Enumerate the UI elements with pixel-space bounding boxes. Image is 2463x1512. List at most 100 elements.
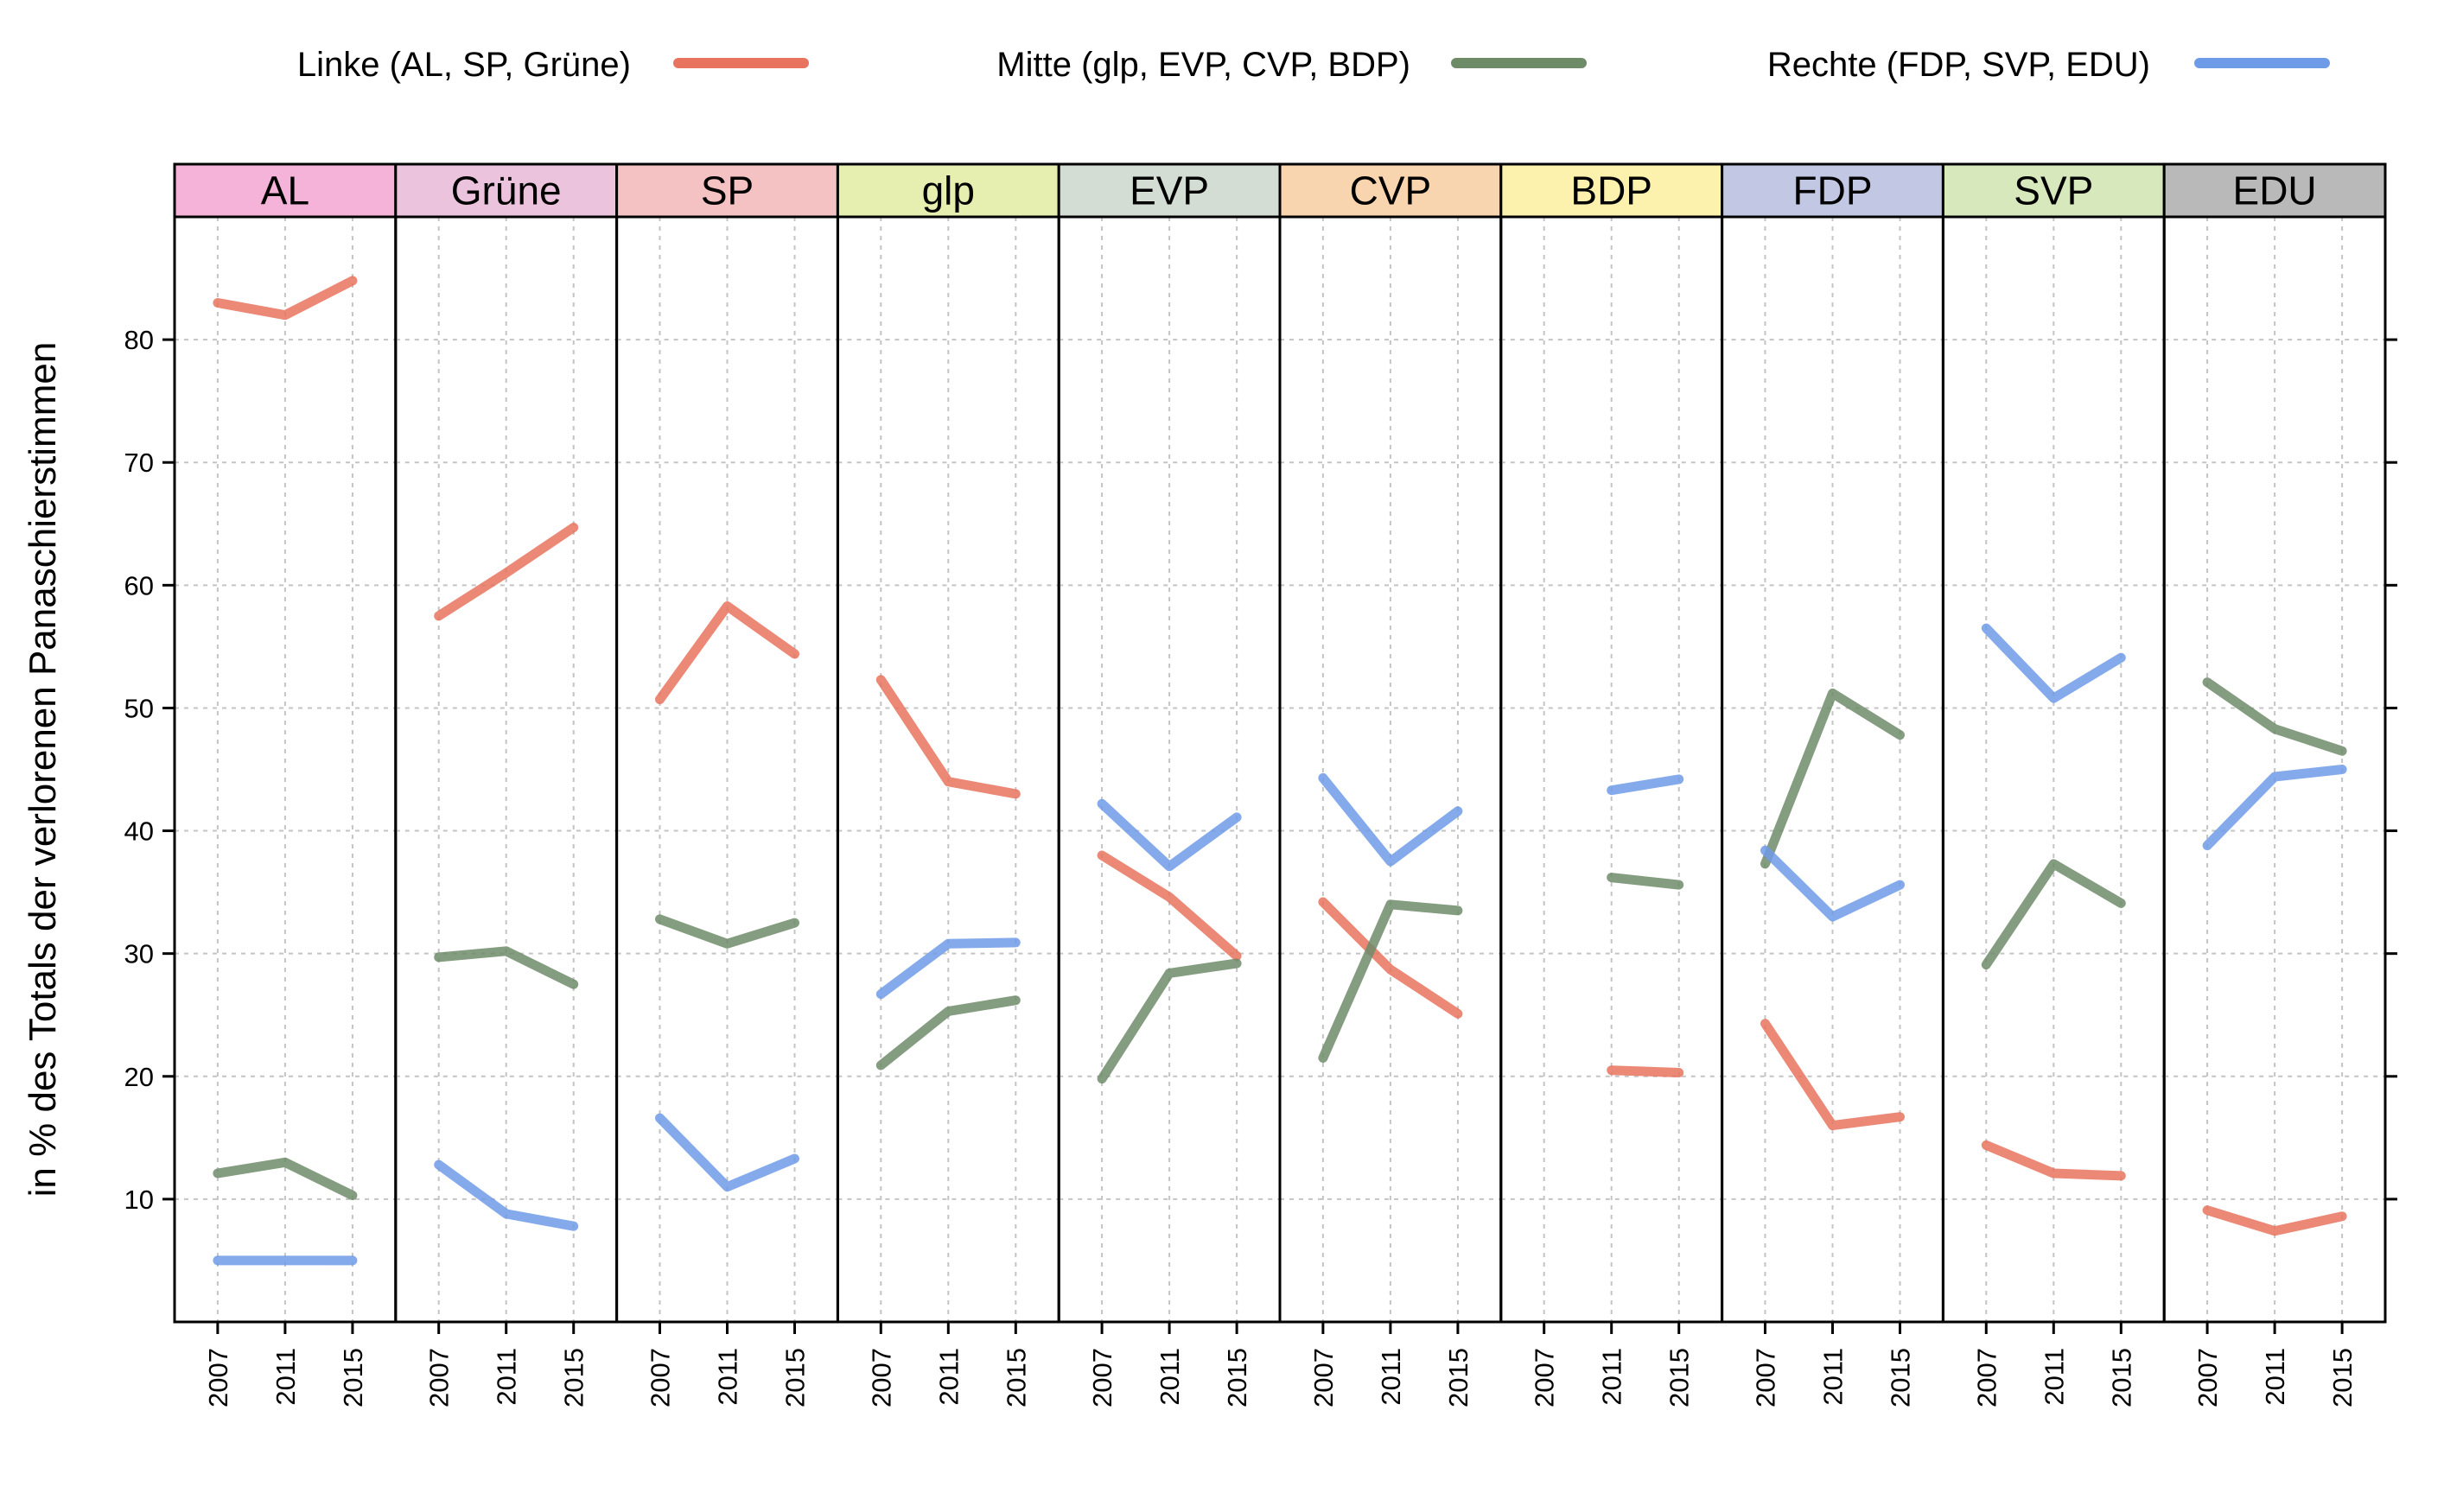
y-axis-left: 10 20 30 40 50 60 70 80 [124,325,175,1215]
x-tick-label: 2015 [338,1348,368,1407]
panel-glp: glp 2007 2011 2015 [836,162,1060,1407]
panel-strip-label: FDP [1793,168,1873,213]
x-tick-label: 2015 [559,1348,589,1407]
panel-svp: SVP 2007 2011 2015 [1941,162,2166,1407]
x-tick-label: 2007 [1750,1348,1780,1407]
panel-strip-label: EVP [1130,168,1209,213]
y-tick-label: 60 [124,570,154,600]
panel-strip [1941,162,2166,219]
panel-strip-label: EDU [2233,168,2317,213]
x-tick-label: 2011 [713,1348,743,1406]
series-line-rechte [1097,798,1242,872]
panel-strip-label: Grüne [451,168,562,213]
y-tick-label: 20 [124,1062,154,1092]
series-line-rechte [1318,772,1463,867]
x-tick-label: 2015 [1664,1348,1695,1407]
x-tick-label: 2007 [1087,1348,1117,1407]
legend-label-mitte: Mitte (glp, EVP, CVP, BDP) [996,46,1410,84]
y-axis-right [2385,338,2397,1201]
series-line-mitte [213,1157,358,1201]
x-tick-label: 2007 [645,1348,675,1407]
panel-cvp: CVP 2007 2011 2015 [1278,162,1503,1407]
y-tick-label: 40 [124,816,154,847]
x-tick-label: 2007 [203,1348,233,1407]
legend-label-linke: Linke (AL, SP, Grüne) [297,46,631,84]
series-line-mitte [2202,677,2347,756]
x-tick-label: 2007 [424,1348,455,1407]
series-line-linke [1760,1019,1905,1131]
series-line-mitte [1981,859,2126,969]
x-tick-label: 2015 [1443,1348,1473,1407]
y-tick-label: 50 [124,693,154,723]
y-tick-label: 30 [124,939,154,969]
series-line-rechte [655,1113,799,1192]
panels: AL 2007 2011 2015 Grüne 2007 2011 2015 SP 2007 201… [173,162,2387,1407]
legend: Linke (AL, SP, Grüne) Mitte (glp, EVP, CV… [297,46,2330,84]
series-line-linke [1318,897,1463,1019]
series-line-rechte [875,937,1021,1000]
x-tick-label: 2015 [780,1348,811,1407]
x-tick-label: 2007 [866,1348,896,1407]
x-tick-label: 2015 [1001,1348,1031,1407]
panel-strip [394,162,619,219]
x-tick-label: 2007 [2193,1348,2223,1407]
x-tick-label: 2011 [270,1348,301,1406]
series-line-rechte [1760,845,1905,922]
x-tick-label: 2007 [1971,1348,2002,1407]
series-line-mitte [1607,873,1684,890]
series-line-mitte [875,995,1021,1070]
series-line-mitte [1760,688,1905,869]
series-line-rechte [2202,765,2347,851]
panel-strip [2162,162,2387,219]
panel-strip-label: CVP [1350,168,1432,213]
x-tick-label: 2011 [492,1348,522,1406]
series-line-mitte [655,914,799,949]
series-line-linke [655,601,799,704]
y-tick-label: 70 [124,448,154,478]
series-line-linke [1981,1140,2126,1181]
panel-strip-label: AL [261,168,309,213]
x-tick-label: 2007 [1308,1348,1339,1407]
series-line-rechte [434,1159,579,1231]
x-tick-label: 2015 [2327,1348,2358,1407]
x-tick-label: 2015 [2106,1348,2136,1407]
series-line-linke [1607,1065,1684,1077]
panel-strip-label: glp [922,168,975,213]
panel-sp: SP 2007 2011 2015 [615,162,839,1407]
panel-strip [1499,162,1724,219]
series-line-rechte [1981,623,2126,703]
panel-strip-label: BDP [1570,168,1652,213]
series-line-mitte [1097,958,1242,1084]
panel-grüne: Grüne 2007 2011 2015 [394,162,619,1407]
series-line-linke [1097,850,1242,961]
x-tick-label: 2011 [1597,1348,1627,1406]
series-line-linke [213,276,358,321]
series-line-linke [434,523,579,621]
x-tick-label: 2011 [1376,1348,1406,1406]
x-tick-label: 2011 [933,1348,964,1406]
series-line-linke [2202,1205,2347,1236]
series-line-mitte [1318,899,1463,1063]
y-axis-title: in % des Totals der verlorenen Panaschie… [22,342,64,1198]
panel-bdp: BDP 2007 2011 2015 [1499,162,1724,1407]
y-tick-label: 80 [124,325,154,355]
series-line-rechte [1607,774,1684,796]
x-tick-label: 2015 [1886,1348,1916,1407]
panel-evp: EVP 2007 2011 2015 [1057,162,1282,1407]
x-tick-label: 2011 [2260,1348,2290,1406]
x-tick-label: 2015 [1222,1348,1252,1407]
panel-strip-label: SVP [2014,168,2093,213]
x-tick-label: 2007 [1530,1348,1560,1407]
x-tick-label: 2011 [1818,1348,1849,1406]
y-tick-label: 10 [124,1185,154,1215]
panel-al: AL 2007 2011 2015 [173,162,398,1407]
series-line-mitte [434,946,579,989]
series-line-linke [875,675,1021,799]
panel-strip-label: SP [701,168,754,213]
panel-edu: EDU 2007 2011 2015 [2162,162,2387,1407]
x-tick-label: 2011 [2039,1348,2069,1406]
panel-fdp: FDP 2007 2011 2015 [1721,162,1944,1407]
legend-label-rechte: Rechte (FDP, SVP, EDU) [1767,46,2150,84]
x-tick-label: 2011 [1155,1348,1185,1406]
